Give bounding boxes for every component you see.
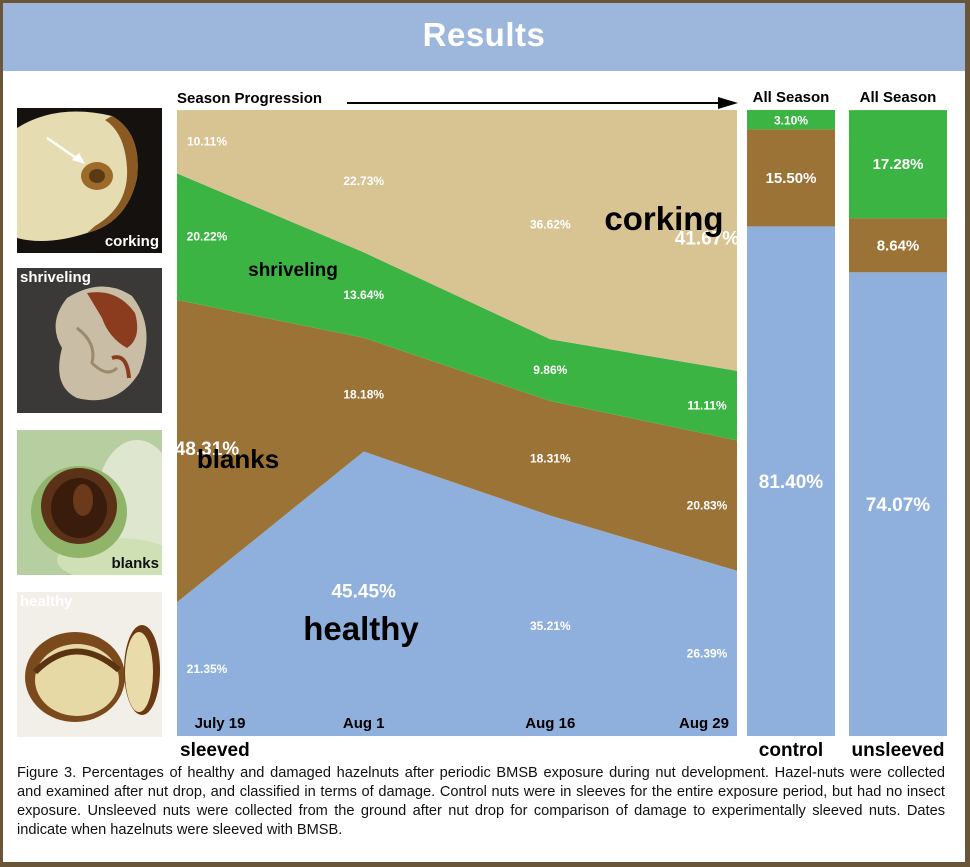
x-tick-label: July 19 xyxy=(195,715,246,732)
corking-photo: corking xyxy=(17,108,162,253)
unsleeved-bar-blanks xyxy=(849,218,947,273)
control-value-label: 15.50% xyxy=(766,170,817,187)
results-banner: Results xyxy=(3,3,965,71)
area-value-label: 20.83% xyxy=(687,499,728,513)
area-value-label: 48.31% xyxy=(175,439,240,460)
results-title: Results xyxy=(422,16,546,53)
unsleeved-value-label: 74.07% xyxy=(866,495,931,516)
unsleeved-value-label: 8.64% xyxy=(877,237,920,254)
area-value-label: 11.11% xyxy=(687,399,727,413)
x-tick-label: Aug 16 xyxy=(525,715,575,732)
control-bar-shriveling xyxy=(747,110,835,130)
control-value-label: 3.10% xyxy=(774,114,808,128)
area-value-label: 22.73% xyxy=(343,174,384,188)
area-value-label: 35.21% xyxy=(530,619,571,633)
area-value-label: 18.31% xyxy=(530,451,571,465)
control-bar-blanks xyxy=(747,129,835,227)
shriveling-photo: shriveling xyxy=(17,268,162,413)
unsleeved-xlabel: unsleeved xyxy=(852,740,945,761)
area-value-label: 20.22% xyxy=(187,230,228,244)
control-value-label: 81.40% xyxy=(759,472,824,493)
healthy-photo: healthy xyxy=(17,592,162,737)
area-value-label: 9.86% xyxy=(533,363,567,377)
area-value-label: 18.18% xyxy=(343,388,384,402)
blanks-photo-label: blanks xyxy=(111,555,159,572)
area-value-label: 13.64% xyxy=(343,288,384,302)
area-value-label: 45.45% xyxy=(331,582,396,603)
series-name-shriveling: shriveling xyxy=(248,260,338,281)
figure-caption: Figure 3. Percentages of healthy and dam… xyxy=(17,765,945,838)
area-blanks xyxy=(177,299,737,603)
season-progression-title: Season Progression xyxy=(177,90,322,107)
area-healthy xyxy=(177,451,737,736)
blanks-photo: blanks xyxy=(17,430,162,575)
unsleeved-bar-healthy xyxy=(849,272,947,736)
area-value-label: 36.62% xyxy=(530,218,571,232)
control-bar-title: All Season xyxy=(753,89,830,106)
area-shriveling xyxy=(177,173,737,441)
area-value-label: 26.39% xyxy=(687,646,728,660)
area-value-label: 41.67% xyxy=(675,228,740,249)
control-xlabel: control xyxy=(759,740,823,761)
sleeved-xlabel: sleeved xyxy=(180,740,250,761)
series-name-blanks: blanks xyxy=(197,444,279,474)
unsleeved-bar-title: All Season xyxy=(860,89,937,106)
area-value-label: 21.35% xyxy=(187,662,228,676)
area-corking xyxy=(177,110,737,371)
corking-photo-label: corking xyxy=(104,233,159,250)
x-tick-label: Aug 1 xyxy=(343,715,385,732)
unsleeved-value-label: 17.28% xyxy=(873,156,924,173)
healthy-photo-label: healthy xyxy=(20,593,73,610)
series-name-corking: corking xyxy=(604,200,723,237)
series-name-healthy: healthy xyxy=(303,610,419,647)
area-value-label: 10.11% xyxy=(187,135,227,149)
unsleeved-bar-shriveling xyxy=(849,110,947,219)
control-bar-healthy xyxy=(747,226,835,736)
season-arrow-head xyxy=(718,97,738,109)
x-tick-label: Aug 29 xyxy=(679,715,729,732)
shriveling-photo-label: shriveling xyxy=(20,269,91,286)
